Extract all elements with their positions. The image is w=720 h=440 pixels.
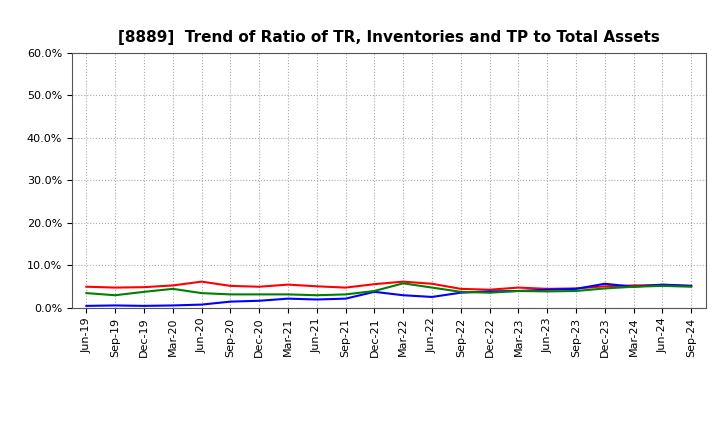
Trade Payables	[514, 288, 523, 293]
Inventories	[485, 289, 494, 294]
Inventories	[456, 290, 465, 295]
Inventories	[82, 303, 91, 308]
Inventories	[312, 297, 321, 302]
Trade Receivables	[312, 284, 321, 289]
Inventories	[197, 302, 206, 307]
Trade Receivables	[111, 285, 120, 290]
Inventories	[341, 296, 350, 301]
Trade Receivables	[456, 286, 465, 292]
Inventories	[600, 281, 609, 286]
Inventories	[370, 289, 379, 294]
Trade Payables	[485, 290, 494, 295]
Trade Payables	[197, 290, 206, 296]
Trade Payables	[168, 286, 177, 292]
Trade Receivables	[341, 285, 350, 290]
Trade Receivables	[370, 282, 379, 287]
Trade Receivables	[399, 279, 408, 284]
Inventories	[687, 283, 696, 289]
Trade Payables	[687, 284, 696, 290]
Line: Trade Receivables: Trade Receivables	[86, 282, 691, 290]
Trade Receivables	[82, 284, 91, 290]
Inventories	[428, 294, 436, 300]
Line: Inventories: Inventories	[86, 284, 691, 306]
Trade Receivables	[226, 283, 235, 289]
Trade Payables	[341, 292, 350, 297]
Trade Payables	[629, 284, 638, 290]
Trade Payables	[140, 289, 148, 294]
Inventories	[284, 296, 292, 301]
Trade Payables	[255, 292, 264, 297]
Inventories	[572, 286, 580, 292]
Trade Payables	[428, 285, 436, 290]
Trade Receivables	[572, 286, 580, 291]
Trade Receivables	[514, 285, 523, 290]
Trade Receivables	[197, 279, 206, 284]
Trade Payables	[399, 281, 408, 286]
Inventories	[140, 303, 148, 308]
Trade Payables	[456, 289, 465, 294]
Inventories	[111, 303, 120, 308]
Trade Payables	[370, 288, 379, 293]
Trade Receivables	[543, 286, 552, 292]
Inventories	[658, 282, 667, 287]
Trade Payables	[312, 293, 321, 298]
Trade Receivables	[255, 284, 264, 290]
Trade Payables	[82, 290, 91, 296]
Inventories	[168, 303, 177, 308]
Trade Receivables	[284, 282, 292, 287]
Trade Payables	[226, 292, 235, 297]
Line: Trade Payables: Trade Payables	[86, 283, 691, 295]
Trade Payables	[572, 288, 580, 293]
Trade Receivables	[658, 282, 667, 288]
Trade Receivables	[629, 283, 638, 288]
Trade Payables	[284, 292, 292, 297]
Trade Payables	[111, 293, 120, 298]
Trade Receivables	[168, 283, 177, 288]
Trade Payables	[658, 283, 667, 289]
Trade Payables	[600, 286, 609, 291]
Inventories	[255, 298, 264, 304]
Inventories	[543, 287, 552, 292]
Trade Receivables	[600, 284, 609, 289]
Trade Payables	[543, 289, 552, 294]
Inventories	[629, 284, 638, 290]
Inventories	[514, 288, 523, 293]
Trade Receivables	[428, 281, 436, 286]
Title: [8889]  Trend of Ratio of TR, Inventories and TP to Total Assets: [8889] Trend of Ratio of TR, Inventories…	[118, 29, 660, 45]
Trade Receivables	[687, 283, 696, 289]
Trade Receivables	[485, 287, 494, 292]
Trade Receivables	[140, 285, 148, 290]
Inventories	[226, 299, 235, 304]
Inventories	[399, 293, 408, 298]
